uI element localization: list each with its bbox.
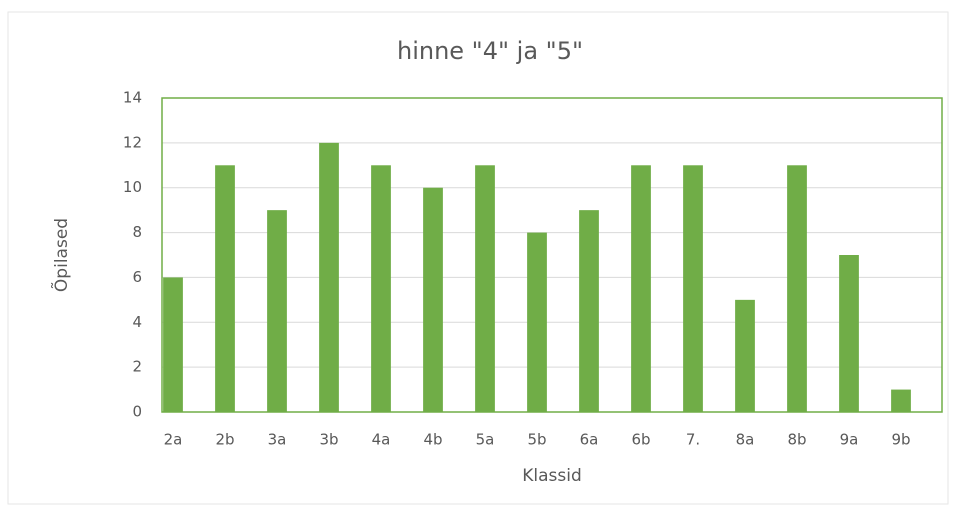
x-tick-label: 6a xyxy=(580,431,599,449)
plot-border xyxy=(161,97,943,413)
y-tick-label: 4 xyxy=(132,313,142,331)
bar xyxy=(475,165,495,412)
x-tick-label: 2b xyxy=(215,431,234,449)
x-axis-label: Klassid xyxy=(522,466,582,486)
bar xyxy=(371,165,391,412)
bar xyxy=(423,187,443,412)
bar xyxy=(631,165,651,412)
bar xyxy=(683,165,703,412)
x-tick-label: 2a xyxy=(164,431,183,449)
x-tick-label: 3b xyxy=(319,431,338,449)
bar xyxy=(163,277,183,412)
y-axis-label: Õpilased xyxy=(50,218,72,292)
y-tick-label: 2 xyxy=(132,358,142,376)
bar xyxy=(891,389,911,412)
x-tick-label: 6b xyxy=(631,431,650,449)
bar xyxy=(319,142,339,412)
bar xyxy=(735,299,755,412)
x-tick-label: 8a xyxy=(736,431,755,449)
x-tick-label: 5a xyxy=(476,431,495,449)
x-tick-label: 3a xyxy=(268,431,287,449)
chart-title: hinne "4" ja "5" xyxy=(397,37,583,65)
bar xyxy=(839,255,859,412)
bar xyxy=(579,210,599,412)
x-tick-label: 4b xyxy=(423,431,442,449)
y-tick-label: 12 xyxy=(123,133,142,151)
bar xyxy=(215,165,235,412)
x-tick-label: 8b xyxy=(787,431,806,449)
x-tick-label: 7. xyxy=(686,431,700,449)
x-tick-label: 5b xyxy=(527,431,546,449)
y-tick-label: 0 xyxy=(132,403,142,421)
x-tick-label: 9a xyxy=(840,431,859,449)
x-tick-label: 9b xyxy=(891,431,910,449)
bar xyxy=(527,232,547,412)
y-tick-label: 14 xyxy=(123,89,142,107)
y-tick-label: 10 xyxy=(123,178,142,196)
y-tick-label: 8 xyxy=(132,223,142,241)
bar xyxy=(267,210,287,412)
x-tick-label: 4a xyxy=(372,431,391,449)
y-tick-label: 6 xyxy=(132,268,142,286)
bar xyxy=(787,165,807,412)
